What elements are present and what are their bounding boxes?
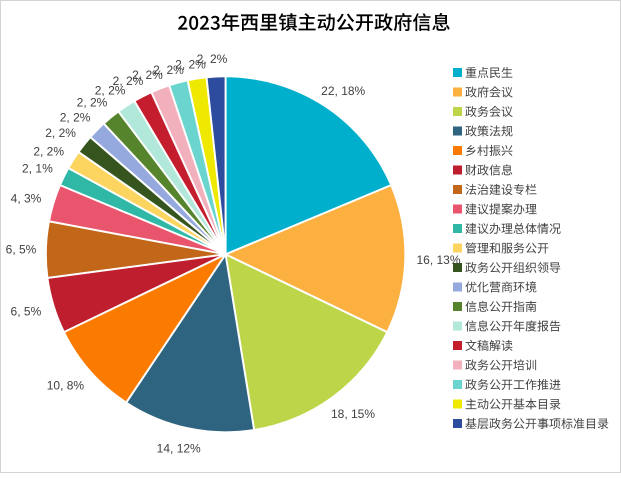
- svg-text:2, 2%: 2, 2%: [153, 63, 184, 77]
- svg-text:2, 2%: 2, 2%: [197, 52, 228, 66]
- svg-text:6, 5%: 6, 5%: [11, 305, 42, 319]
- svg-text:10, 8%: 10, 8%: [47, 378, 85, 392]
- svg-text:2, 2%: 2, 2%: [33, 144, 64, 158]
- svg-text:18, 15%: 18, 15%: [331, 407, 375, 421]
- svg-text:4, 3%: 4, 3%: [11, 191, 42, 205]
- svg-text:2, 2%: 2, 2%: [95, 83, 126, 97]
- svg-text:2, 2%: 2, 2%: [132, 68, 163, 82]
- svg-text:14, 12%: 14, 12%: [157, 442, 201, 456]
- svg-text:2, 1%: 2, 1%: [22, 162, 53, 176]
- svg-text:2, 2%: 2, 2%: [60, 110, 91, 124]
- svg-text:2, 2%: 2, 2%: [113, 74, 144, 88]
- svg-text:2, 2%: 2, 2%: [77, 96, 108, 110]
- svg-text:22, 18%: 22, 18%: [321, 84, 365, 98]
- svg-text:16, 13%: 16, 13%: [416, 253, 460, 267]
- svg-text:2, 2%: 2, 2%: [45, 126, 76, 140]
- svg-text:6, 5%: 6, 5%: [6, 243, 37, 257]
- svg-text:2, 2%: 2, 2%: [175, 58, 206, 72]
